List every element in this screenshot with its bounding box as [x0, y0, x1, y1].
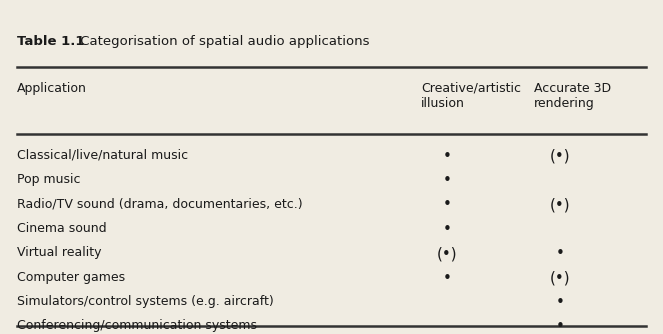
Text: Radio/TV sound (drama, documentaries, etc.): Radio/TV sound (drama, documentaries, et…: [17, 197, 302, 210]
Text: •: •: [443, 222, 452, 237]
Text: (•): (•): [550, 271, 571, 286]
Text: Application: Application: [17, 82, 86, 95]
Text: Categorisation of spatial audio applications: Categorisation of spatial audio applicat…: [76, 35, 370, 48]
Text: Classical/live/natural music: Classical/live/natural music: [17, 149, 188, 162]
Text: Conferencing/communication systems: Conferencing/communication systems: [17, 319, 257, 332]
Text: (•): (•): [437, 246, 458, 261]
Text: Accurate 3D
rendering: Accurate 3D rendering: [534, 82, 611, 110]
Text: (•): (•): [550, 197, 571, 212]
Text: (•): (•): [550, 149, 571, 164]
Text: Cinema sound: Cinema sound: [17, 222, 106, 235]
Text: •: •: [556, 319, 565, 334]
Text: Creative/artistic
illusion: Creative/artistic illusion: [421, 82, 521, 110]
Text: Computer games: Computer games: [17, 271, 125, 284]
Text: •: •: [556, 295, 565, 310]
Text: •: •: [443, 197, 452, 212]
Text: •: •: [443, 173, 452, 188]
Text: Virtual reality: Virtual reality: [17, 246, 101, 259]
Text: •: •: [443, 149, 452, 164]
Text: Pop music: Pop music: [17, 173, 80, 186]
Text: •: •: [556, 246, 565, 261]
Text: Table 1.1: Table 1.1: [17, 35, 84, 48]
Text: Simulators/control systems (e.g. aircraft): Simulators/control systems (e.g. aircraf…: [17, 295, 273, 308]
Text: •: •: [443, 271, 452, 286]
